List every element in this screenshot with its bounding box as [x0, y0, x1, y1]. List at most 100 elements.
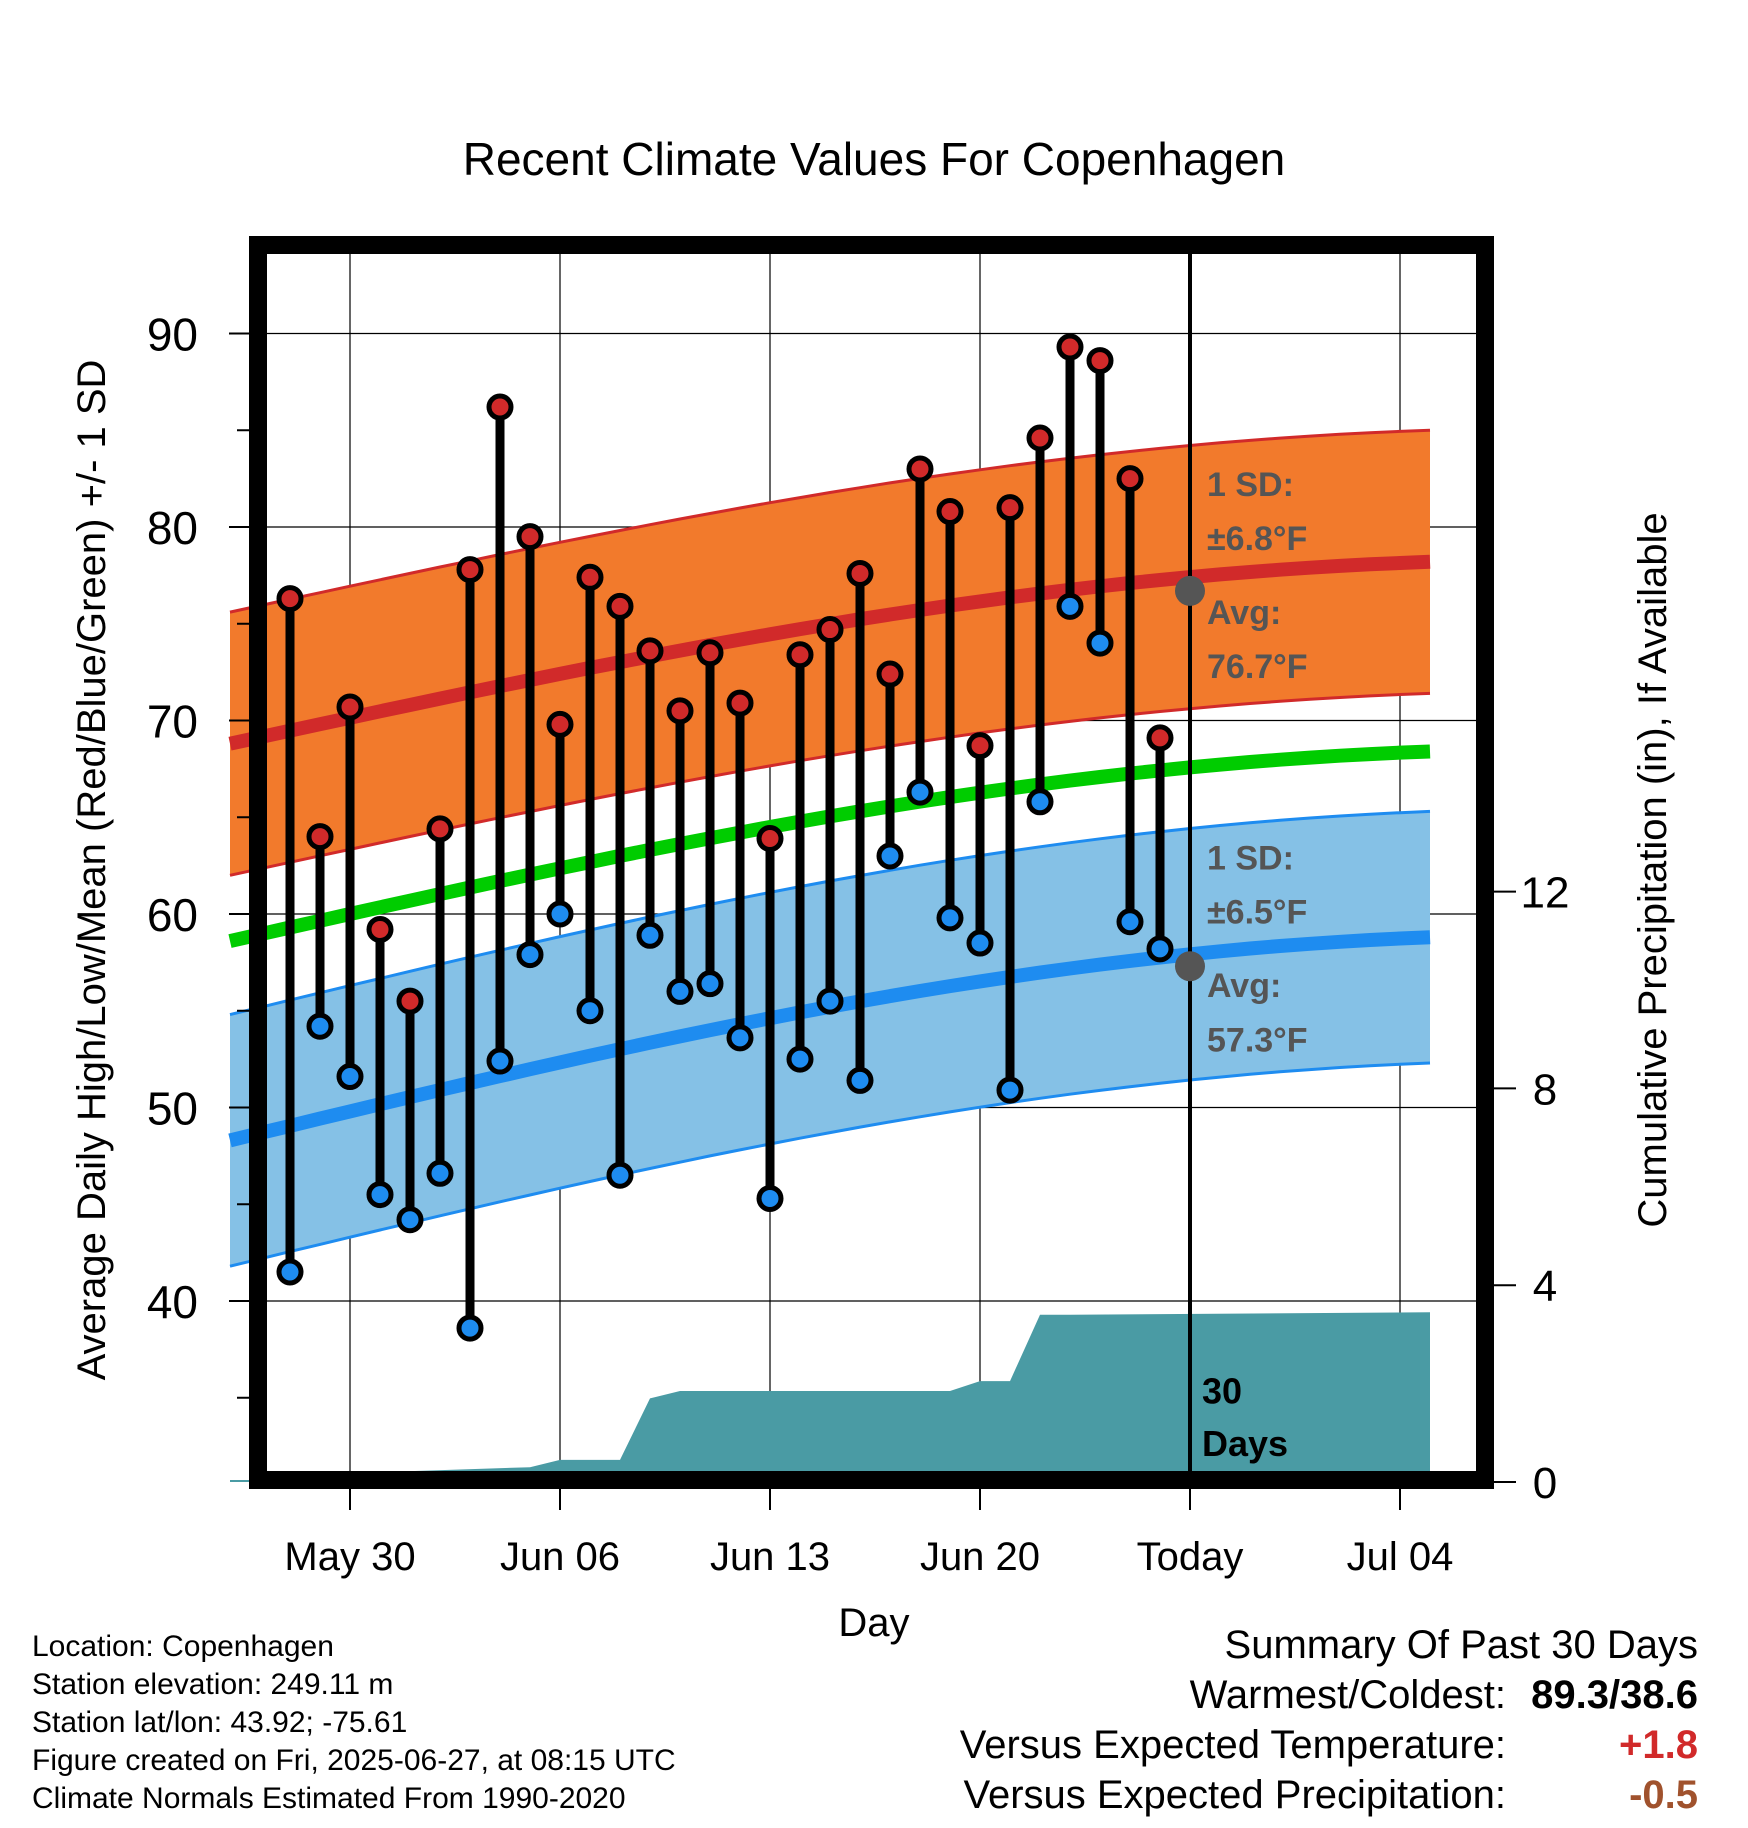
frame-border	[249, 236, 1494, 1489]
daily-high-point	[846, 559, 874, 587]
y-tick-label: 50	[147, 1083, 198, 1135]
normal-annotations: 1 SD: ±6.8°F Avg: 76.7°F 1 SD: ±6.5°F Avg: 57.3…	[1175, 466, 1308, 1464]
daily-low-point	[1116, 908, 1144, 936]
precipitation-area	[230, 1312, 1430, 1482]
daily-high-point	[1146, 724, 1174, 752]
daily-high-point	[726, 689, 754, 717]
daily-high-point	[336, 693, 364, 721]
daily-high-point	[546, 710, 574, 738]
info-elevation: Station elevation: 249.11 m	[32, 1668, 394, 1701]
daily-low-point	[966, 929, 994, 957]
y2-tick-label: 8	[1533, 1065, 1557, 1114]
x-tick-label: Jun 20	[920, 1535, 1040, 1579]
daily-high-point	[606, 592, 634, 620]
y2-tick-label: 0	[1533, 1459, 1557, 1508]
y-tick-label: 80	[147, 502, 198, 554]
daily-low-point	[576, 997, 604, 1025]
y-tick-label: 40	[147, 1276, 198, 1328]
summary-precip-row: Versus Expected Precipitation: -0.5	[960, 1770, 1698, 1820]
daily-low-point	[906, 778, 934, 806]
daily-low-point	[756, 1184, 784, 1212]
info-created: Figure created on Fri, 2025-06-27, at 08…	[32, 1744, 676, 1777]
low-avg-label: Avg:	[1207, 967, 1281, 1005]
daily-high-point	[486, 393, 514, 421]
y-axis-label: Average Daily High/Low/Mean (Red/Blue/Gr…	[70, 360, 114, 1381]
x-axis-label: Day	[838, 1601, 909, 1645]
daily-high-point	[816, 616, 844, 644]
y2-axis-label: Cumulative Precipitation (in), If Availa…	[1631, 512, 1675, 1227]
y2-tick-label: 4	[1533, 1262, 1557, 1311]
chart-title: Recent Climate Values For Copenhagen	[463, 133, 1286, 185]
daily-low-point	[426, 1159, 454, 1187]
warm-cold-label: Warmest/Coldest:	[1189, 1673, 1506, 1717]
daily-high-point	[756, 825, 784, 853]
high-sd-label: 1 SD:	[1207, 466, 1294, 504]
temp-value: +1.8	[1619, 1723, 1698, 1767]
daily-high-point	[456, 556, 484, 584]
station-info: Location: Copenhagen Station elevation: …	[32, 1628, 676, 1818]
daily-high-point	[1056, 333, 1084, 361]
daily-low-point	[636, 921, 664, 949]
today-low-avg-point	[1175, 951, 1205, 982]
x-tick-label: Jul 04	[1347, 1535, 1454, 1579]
daily-high-point	[1086, 347, 1114, 375]
daily-low-point	[606, 1161, 634, 1189]
x-tick-label: Jun 13	[710, 1535, 830, 1579]
window-unit-label: Days	[1202, 1423, 1288, 1464]
daily-low-point	[786, 1045, 814, 1073]
daily-low-point	[516, 941, 544, 969]
daily-high-point	[666, 697, 694, 725]
daily-high-point	[1026, 424, 1054, 452]
daily-low-point	[306, 1012, 334, 1040]
y2-tick-label: 12	[1521, 869, 1570, 918]
daily-low-point	[696, 970, 724, 998]
daily-low-point	[276, 1258, 304, 1286]
daily-high-point	[696, 639, 724, 667]
daily-low-point	[726, 1024, 754, 1052]
high-band-upper-edge	[229, 428, 1431, 614]
daily-low-point	[1026, 788, 1054, 816]
daily-high-point	[576, 563, 604, 591]
low-band-lower-edge	[229, 1061, 1431, 1268]
daily-low-point	[456, 1314, 484, 1342]
high-avg-value: 76.7°F	[1207, 648, 1308, 686]
info-location: Location: Copenhagen	[32, 1630, 334, 1663]
daily-low-point	[486, 1047, 514, 1075]
low-sd-label: 1 SD:	[1207, 839, 1294, 877]
daily-low-point	[1146, 935, 1174, 963]
today-high-avg-point	[1175, 575, 1205, 606]
warm-cold-value: 89.3/38.6	[1531, 1673, 1698, 1717]
low-sd-value: ±6.5°F	[1207, 894, 1307, 932]
daily-high-point	[396, 987, 424, 1015]
precipitation-fill	[230, 1312, 1430, 1482]
info-normals: Climate Normals Estimated From 1990-2020	[32, 1782, 626, 1815]
temp-label: Versus Expected Temperature:	[959, 1723, 1506, 1767]
daily-high-point	[636, 637, 664, 665]
daily-low-point	[1056, 592, 1084, 620]
x-tick-label: Jun 06	[500, 1535, 620, 1579]
daily-high-point	[786, 641, 814, 669]
daily-low-point	[396, 1206, 424, 1234]
daily-range-bars	[276, 333, 1174, 1342]
daily-low-point	[1086, 629, 1114, 657]
daily-high-point	[906, 455, 934, 483]
daily-low-point	[876, 842, 904, 870]
y-tick-label: 70	[147, 696, 198, 748]
y-tick-label: 90	[147, 309, 198, 361]
axes: 40 50 60 70 80 90 0 4 8 12 May 30 Jun 06 Jun 13 Jun 2…	[147, 309, 1570, 1580]
daily-high-point	[996, 494, 1024, 522]
daily-high-point	[516, 523, 544, 551]
daily-high-point	[876, 660, 904, 688]
summary-panel: Summary Of Past 30 Days Warmest/Coldest:…	[960, 1620, 1698, 1820]
daily-high-point	[306, 823, 334, 851]
daily-low-point	[546, 900, 574, 928]
summary-title: Summary Of Past 30 Days	[1224, 1623, 1698, 1667]
high-avg-label: Avg:	[1207, 594, 1281, 632]
precip-label: Versus Expected Precipitation:	[963, 1773, 1506, 1817]
daily-low-point	[366, 1181, 394, 1209]
daily-low-point	[846, 1066, 874, 1094]
x-tick-label: May 30	[284, 1535, 415, 1579]
summary-temp-row: Versus Expected Temperature: +1.8	[960, 1720, 1698, 1770]
daily-high-point	[1116, 465, 1144, 493]
